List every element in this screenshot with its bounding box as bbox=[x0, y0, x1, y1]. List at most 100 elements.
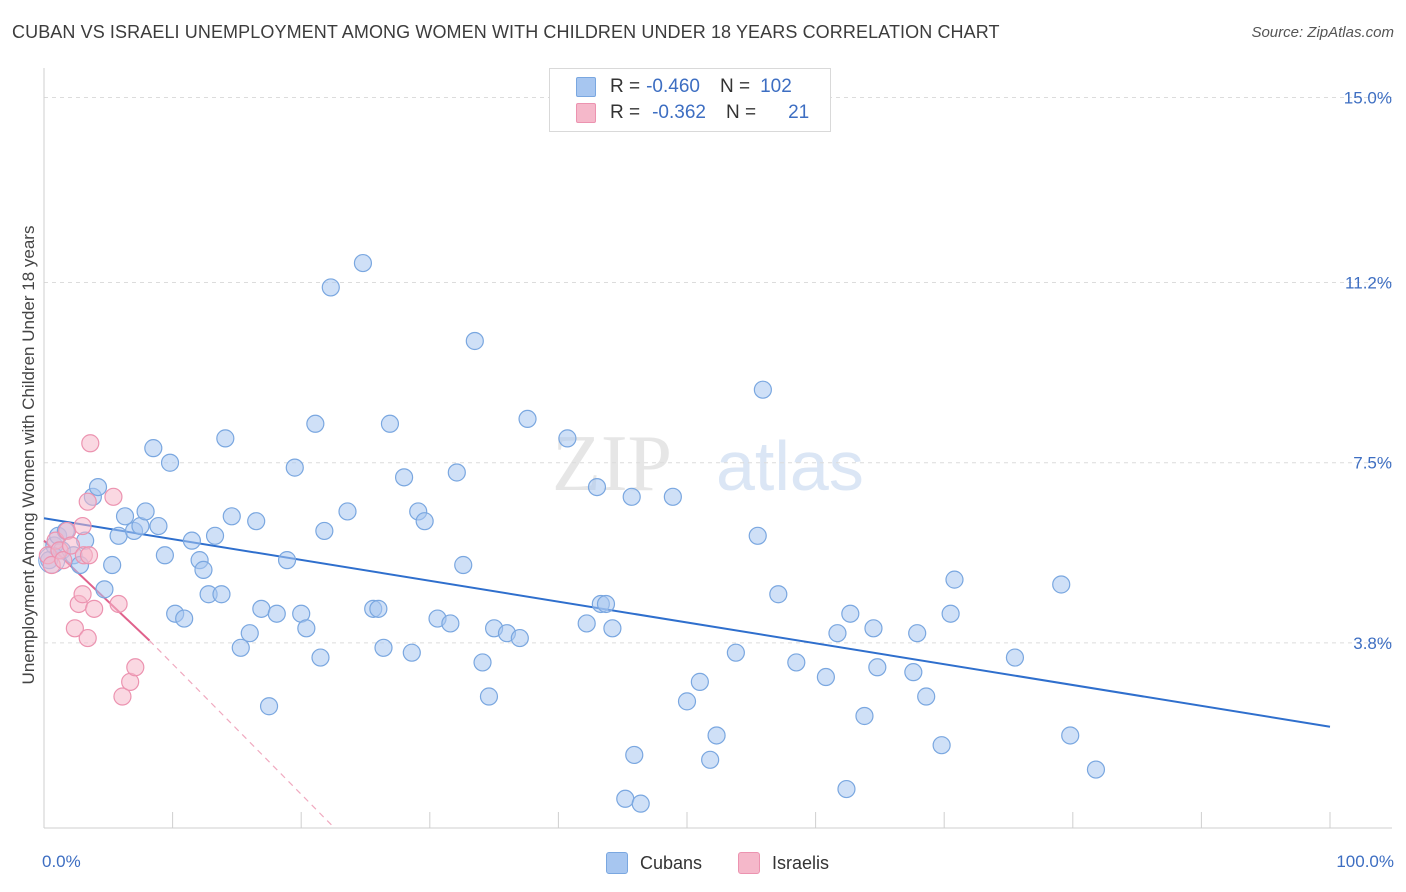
cubans-series bbox=[38, 253, 1106, 813]
cubans-point bbox=[353, 253, 373, 273]
cubans-point bbox=[194, 560, 213, 579]
israelis-point bbox=[104, 487, 123, 506]
cubans-point bbox=[945, 570, 964, 589]
cubans-point bbox=[380, 414, 400, 433]
watermark-atlas: atlas bbox=[716, 427, 864, 505]
israelis-point bbox=[61, 536, 81, 555]
cubans-point bbox=[394, 468, 414, 487]
cubans-point bbox=[297, 619, 316, 638]
cubans-point bbox=[855, 706, 874, 726]
cubans-point bbox=[596, 594, 616, 614]
cubans-point bbox=[285, 458, 304, 477]
cubans-point bbox=[155, 546, 174, 565]
cubans-point bbox=[374, 638, 393, 657]
cubans-point bbox=[175, 609, 194, 628]
israelis-point bbox=[113, 687, 132, 706]
cubans-point bbox=[828, 624, 847, 643]
cubans-point bbox=[465, 331, 484, 351]
cubans-point bbox=[753, 380, 772, 399]
cubans-point bbox=[109, 526, 128, 545]
legend-n-label: N = bbox=[725, 102, 757, 123]
legend-swatch-cubans bbox=[576, 77, 596, 97]
x-tick-label-min: 0.0% bbox=[42, 852, 81, 871]
cubans-point bbox=[787, 653, 806, 672]
cubans-point bbox=[1086, 760, 1106, 779]
y-axis-label: Unemployment Among Women with Children U… bbox=[19, 225, 38, 685]
cubans-point bbox=[136, 502, 155, 521]
cubans-point bbox=[149, 516, 168, 536]
cubans-point bbox=[182, 531, 201, 550]
legend-n-value: 102 bbox=[760, 76, 792, 97]
legend-r-value: -0.460 bbox=[646, 76, 700, 97]
x-tick-label-max: 100.0% bbox=[1336, 852, 1394, 871]
cubans-point bbox=[726, 643, 745, 662]
legend-row-cubans: R = -0.460 N = 102 bbox=[576, 74, 792, 100]
cubans-point bbox=[1061, 726, 1080, 745]
chart-title: CUBAN VS ISRAELI UNEMPLOYMENT AMONG WOME… bbox=[12, 22, 1000, 42]
cubans-point bbox=[603, 619, 622, 638]
bottom-legend-swatch-cubans bbox=[606, 852, 628, 874]
cubans-point bbox=[701, 750, 720, 769]
cubans-point bbox=[904, 663, 923, 682]
cubans-point bbox=[447, 463, 466, 482]
legend-swatch-israelis bbox=[576, 103, 596, 123]
legend-row-israelis: R = -0.362 N = 21 bbox=[576, 100, 809, 126]
cubans-point bbox=[216, 429, 235, 448]
correlation-legend: R = -0.460 N = 102 R = -0.362 N = 21 bbox=[549, 68, 831, 132]
legend-r-value: -0.362 bbox=[652, 102, 706, 123]
cubans-point bbox=[222, 507, 241, 526]
israelis-point bbox=[79, 546, 99, 565]
cubans-point bbox=[267, 604, 286, 623]
cubans-point bbox=[479, 687, 499, 706]
cubans-point bbox=[837, 779, 856, 799]
cubans-trend-line bbox=[43, 517, 1331, 728]
cubans-point bbox=[622, 487, 641, 506]
cubans-point bbox=[1052, 575, 1071, 594]
israelis-point bbox=[73, 516, 92, 536]
cubans-point bbox=[88, 477, 108, 497]
legend-n-label: N = bbox=[719, 76, 751, 97]
cubans-point bbox=[103, 555, 122, 575]
israelis-point bbox=[54, 551, 73, 570]
cubans-point bbox=[115, 507, 135, 526]
cubans-point bbox=[311, 648, 330, 667]
israelis-trend-extension bbox=[149, 640, 333, 826]
gridlines bbox=[44, 96, 1392, 644]
cubans-point bbox=[707, 726, 726, 745]
cubans-point bbox=[1005, 648, 1025, 667]
cubans-point bbox=[841, 604, 860, 623]
cubans-point bbox=[616, 789, 635, 808]
legend-r-label: R = bbox=[610, 76, 641, 97]
cubans-point bbox=[518, 409, 537, 429]
cubans-point bbox=[577, 614, 596, 633]
bottom-legend-label-israelis: Israelis bbox=[772, 852, 830, 873]
cubans-point bbox=[510, 628, 529, 648]
israelis-point bbox=[126, 658, 145, 677]
source-credit: Source: ZipAtlas.com bbox=[1251, 24, 1394, 41]
cubans-point bbox=[160, 453, 180, 472]
israelis-point bbox=[73, 585, 92, 604]
cubans-point bbox=[868, 658, 887, 677]
cubans-point bbox=[663, 487, 682, 506]
cubans-point bbox=[212, 585, 231, 604]
bottom-legend-label-cubans: Cubans bbox=[640, 852, 703, 873]
cubans-point bbox=[941, 604, 960, 623]
cubans-point bbox=[415, 512, 434, 531]
bottom-legend-swatch-israelis bbox=[738, 852, 760, 874]
cubans-point bbox=[402, 643, 421, 662]
cubans-point bbox=[247, 512, 266, 531]
cubans-point bbox=[205, 526, 225, 545]
cubans-point bbox=[259, 697, 279, 716]
y-tick-label: 3.8% bbox=[1353, 634, 1392, 653]
cubans-point bbox=[315, 521, 334, 541]
y-tick-labels: 3.8% 7.5% 11.2% 15.0% bbox=[1344, 88, 1392, 652]
cubans-point bbox=[338, 502, 357, 521]
cubans-point bbox=[932, 736, 951, 755]
cubans-point bbox=[908, 624, 927, 643]
cubans-point bbox=[864, 619, 883, 638]
cubans-point bbox=[587, 477, 607, 497]
cubans-point bbox=[95, 580, 114, 599]
y-tick-label: 15.0% bbox=[1344, 88, 1392, 107]
israelis-series bbox=[38, 434, 145, 706]
cubans-point bbox=[231, 638, 250, 657]
